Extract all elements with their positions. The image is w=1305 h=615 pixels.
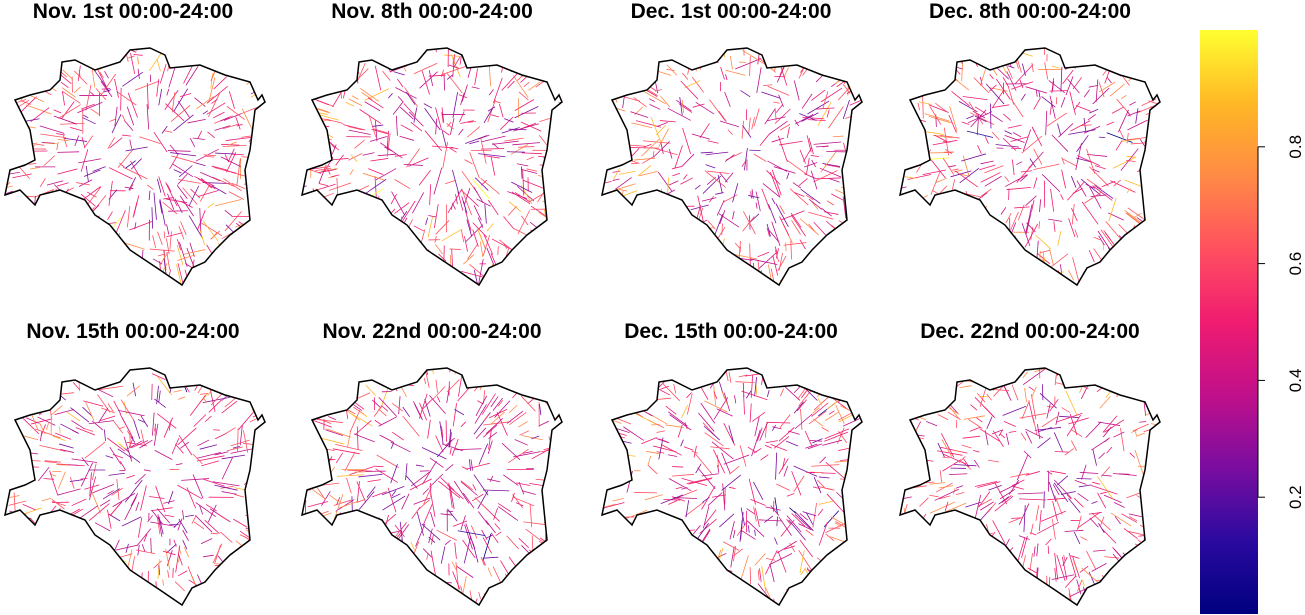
city-boundary: [4, 47, 266, 287]
street-network: [900, 368, 1160, 605]
panel-title: Nov. 8th 00:00-24:00: [331, 0, 533, 23]
city-boundary: [899, 47, 1161, 287]
street-network: [602, 368, 862, 605]
city-boundary: [301, 47, 563, 287]
city-boundary: [301, 367, 563, 607]
city-boundary: [899, 367, 1161, 607]
city-boundary: [601, 47, 863, 287]
colorbar-tick-label: 0.4: [1286, 369, 1305, 393]
panel-title: Nov. 15th 00:00-24:00: [26, 320, 239, 343]
city-boundary: [4, 367, 266, 607]
street-network: [302, 368, 562, 605]
colorbar-tick-label: 0.2: [1286, 485, 1305, 509]
panel-title: Nov. 22nd 00:00-24:00: [322, 320, 541, 343]
street-network: [602, 48, 862, 285]
panel-title: Dec. 1st 00:00-24:00: [631, 0, 832, 23]
panel-title: Dec. 8th 00:00-24:00: [929, 0, 1131, 23]
street-network: [5, 368, 265, 605]
street-network: [900, 48, 1160, 285]
panel-title: Nov. 1st 00:00-24:00: [33, 0, 233, 23]
colorbar-tick-label: 0.8: [1286, 135, 1305, 159]
panel-title: Dec. 15th 00:00-24:00: [624, 320, 838, 343]
city-boundary: [601, 367, 863, 607]
colorbar: [1200, 30, 1258, 614]
street-network: [302, 48, 562, 285]
colorbar-tick-label: 0.6: [1286, 252, 1305, 276]
panel-title: Dec. 22nd 00:00-24:00: [920, 320, 1139, 343]
